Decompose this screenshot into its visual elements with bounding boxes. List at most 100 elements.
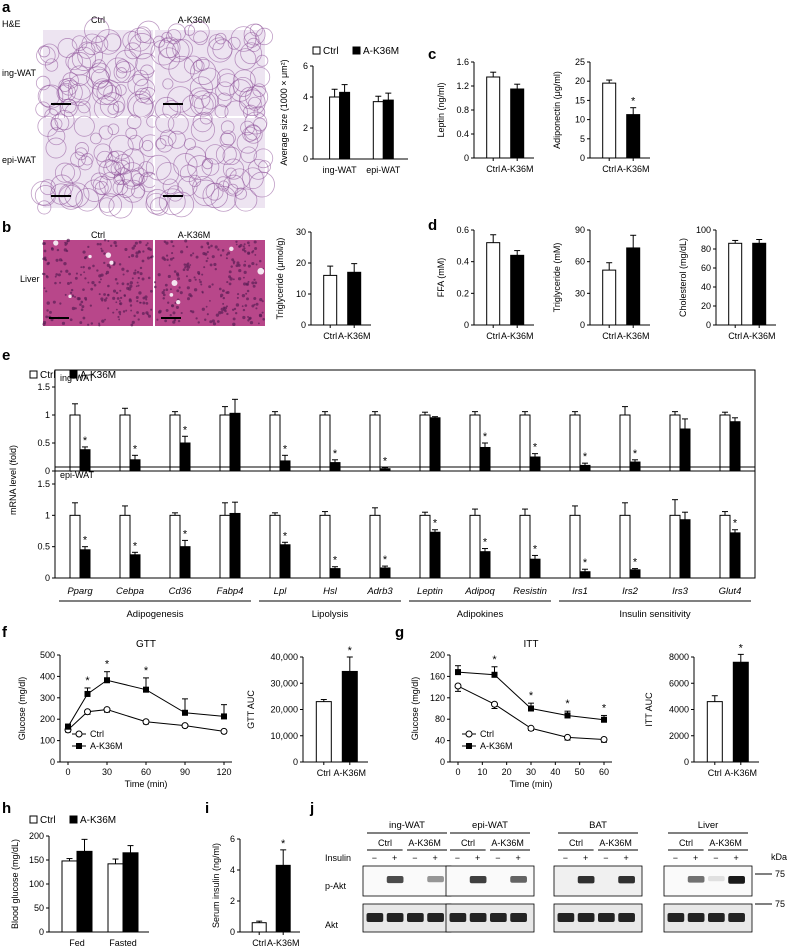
panel-letter-i: i xyxy=(205,800,209,817)
nucleus-dot xyxy=(257,322,260,325)
blot-band-akt xyxy=(667,913,685,922)
y-tick-label: 0.5 xyxy=(37,438,50,448)
nucleus-dot xyxy=(118,310,122,314)
nucleus-dot xyxy=(201,273,204,276)
adipocyte-outline xyxy=(78,41,96,59)
y-tick-label: 300 xyxy=(40,693,55,703)
nucleus-dot xyxy=(232,278,235,281)
adipocyte-outline xyxy=(73,115,95,137)
adipocyte-outline xyxy=(215,143,237,165)
nucleus-dot xyxy=(251,304,255,308)
blot-band-pakt xyxy=(687,876,705,883)
nucleus-dot xyxy=(172,257,175,260)
adipocyte-outline xyxy=(214,32,227,45)
adipocyte-outline xyxy=(227,36,241,50)
nucleus-dot xyxy=(193,276,196,279)
significance-star: * xyxy=(533,442,538,454)
legend-ctrl-swatch xyxy=(29,370,38,379)
nucleus-dot xyxy=(239,243,243,247)
kda-label: kDa xyxy=(771,852,787,862)
panel-letter-e: e xyxy=(2,347,10,364)
y-tick-label: 160 xyxy=(430,671,445,681)
bar-ctrl xyxy=(469,514,481,579)
nucleus-dot xyxy=(79,303,82,306)
nucleus-dot xyxy=(54,275,57,278)
y-tick-label: 200 xyxy=(40,714,55,724)
y-tick-label: 4 xyxy=(230,865,235,875)
legend-ctrl-label: Ctrl xyxy=(40,815,56,826)
y-axis-label: Triglyceride (μmol/g) xyxy=(275,238,285,320)
adipocyte-outline xyxy=(81,152,94,166)
adipocyte-outline xyxy=(58,184,84,210)
adipocyte-outline xyxy=(98,125,113,140)
nucleus-dot xyxy=(122,273,125,276)
bar-ctrl xyxy=(706,701,723,763)
nucleus-dot xyxy=(129,284,133,288)
y-tick-label: 0 xyxy=(45,466,50,476)
adipocyte-outline xyxy=(246,37,261,52)
adipocyte-outline xyxy=(145,154,172,181)
adipocyte-outline xyxy=(96,79,122,105)
nucleus-dot xyxy=(42,322,46,326)
y-tick-label: 400 xyxy=(40,671,55,681)
chart-title: GTT xyxy=(136,639,156,650)
adipocyte-outline xyxy=(103,160,122,178)
nucleus-dot xyxy=(117,315,120,319)
bar-ctrl xyxy=(119,414,131,472)
x-tick-label: ing-WAT xyxy=(323,165,358,175)
nucleus-dot xyxy=(49,310,52,314)
nucleus-dot xyxy=(246,297,249,301)
blot-band-pakt xyxy=(728,876,745,884)
y-tick-label: 8000 xyxy=(669,652,689,662)
nucleus-dot xyxy=(180,311,183,315)
nucleus-dot xyxy=(247,264,251,268)
adipocyte-outline xyxy=(222,174,245,197)
bar-ctrl xyxy=(169,514,181,579)
nucleus-dot xyxy=(130,309,133,312)
nucleus-dot xyxy=(121,282,125,286)
nucleus-dot xyxy=(189,264,192,266)
vessel-space xyxy=(109,260,114,265)
y-tick-label: 30 xyxy=(575,288,585,298)
y-tick-label: 1.2 xyxy=(456,81,469,91)
bar-ctrl xyxy=(219,414,231,472)
nucleus-dot xyxy=(228,270,232,274)
bar-mut xyxy=(629,569,641,579)
blot-group-mut: A-K36M xyxy=(491,838,524,848)
nucleus-dot xyxy=(133,244,137,248)
gene-label: Irs3 xyxy=(672,586,689,597)
nucleus-dot xyxy=(198,278,201,281)
point-ctrl xyxy=(491,700,498,708)
histology-epi-wat-mut xyxy=(145,111,275,218)
bar-mut xyxy=(429,417,441,472)
nucleus-dot xyxy=(99,242,102,246)
nucleus-dot xyxy=(195,255,199,259)
nucleus-dot xyxy=(109,244,113,247)
adipocyte-outline xyxy=(252,83,267,97)
y-axis-label: mRNA level (fold) xyxy=(8,445,18,515)
y-axis-label: ITT AUC xyxy=(644,692,654,727)
bar-mut xyxy=(479,551,491,579)
nucleus-dot xyxy=(92,264,95,268)
mrna-panel-ing-wat: ing-WAT 0 0.5 1 1.5 * * * * * * * * * * xyxy=(37,369,756,476)
adipocyte-outline xyxy=(138,161,155,178)
nucleus-dot xyxy=(225,257,228,260)
nucleus-dot xyxy=(101,299,104,302)
adipocyte-outline xyxy=(133,78,156,100)
x-tick-label: A-K36M xyxy=(267,938,300,948)
nucleus-dot xyxy=(172,320,176,324)
nucleus-dot xyxy=(80,308,84,312)
nucleus-dot xyxy=(51,247,54,250)
nucleus-dot xyxy=(191,310,195,314)
adipocyte-outline xyxy=(114,49,138,73)
blot-band-pakt xyxy=(577,876,595,884)
point-mut xyxy=(528,705,534,712)
panel-letter-c: c xyxy=(428,46,436,63)
nucleus-dot xyxy=(124,247,128,252)
adipocyte-outline xyxy=(201,158,220,176)
adipocyte-outline xyxy=(162,78,174,90)
adipocyte-outline xyxy=(243,32,260,48)
nucleus-dot xyxy=(206,313,209,316)
bar-ctrl xyxy=(319,414,331,472)
